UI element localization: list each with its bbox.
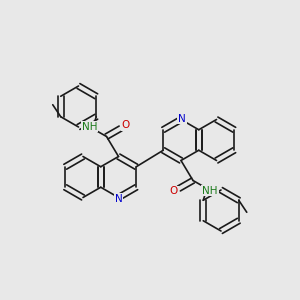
Text: N: N xyxy=(178,113,186,124)
Text: N: N xyxy=(115,194,122,203)
Text: NH: NH xyxy=(202,185,218,196)
Text: O: O xyxy=(122,121,130,130)
Text: NH: NH xyxy=(82,122,97,131)
Text: O: O xyxy=(170,187,178,196)
